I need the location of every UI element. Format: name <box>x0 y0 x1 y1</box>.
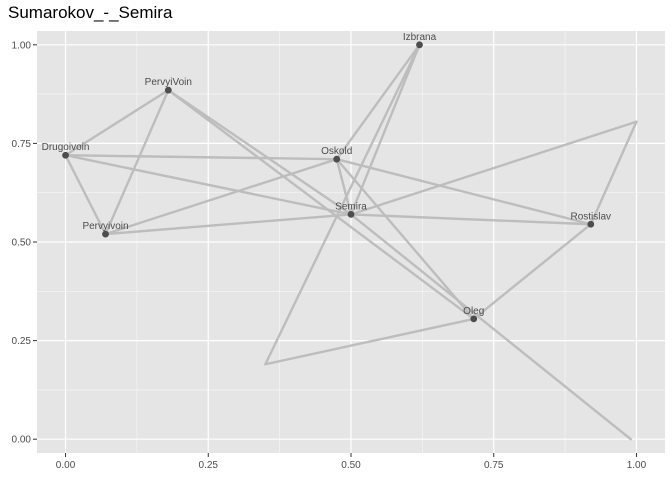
labels-layer: Izbrana PervyiVoin Drugoivoin Oskold Semira R… <box>42 32 611 317</box>
node-label-Drugoivoin: Drugoivoin <box>42 142 90 153</box>
x-tick-label: 1.00 <box>627 460 647 471</box>
node-Izbrana <box>416 41 423 49</box>
x-tick-label: 0.75 <box>484 460 504 471</box>
y-tick-label: 0.50 <box>12 238 32 249</box>
y-tick-label: 0.25 <box>12 336 32 347</box>
edge-PervyiVoin-Semira <box>167 88 353 216</box>
x-tick-label: 0.50 <box>341 460 361 471</box>
node-label-Semira: Semira <box>335 201 367 212</box>
node-label-PervyiVoin: PervyiVoin <box>145 77 192 88</box>
y-tick-label: 1.00 <box>12 40 32 51</box>
edge-Rostislav-p1 <box>589 120 638 226</box>
edge-p2-Oleg <box>264 317 475 366</box>
y-tick-label: 0.75 <box>12 139 32 150</box>
nodes-layer <box>62 41 595 323</box>
edge-Semira-Rostislav <box>349 213 592 226</box>
edge-Drugoivoin-Pervyivoin <box>64 154 107 236</box>
node-label-Oleg: Oleg <box>463 306 484 317</box>
edge-Drugoivoin-PervyiVoin <box>64 88 170 157</box>
x-tick-label: 0.25 <box>199 460 219 471</box>
edge-Drugoivoin-Oskold <box>64 154 338 161</box>
edge-Oskold-Oleg <box>335 157 475 321</box>
node-label-Oskold: Oskold <box>321 146 352 157</box>
node-Rostislav <box>587 220 595 228</box>
node-Pervyivoin <box>102 230 109 238</box>
node-label-Pervyivoin: Pervyivoin <box>82 221 128 232</box>
edge-Pervyivoin-Semira <box>104 213 353 236</box>
y-tick-label: 0.00 <box>12 435 32 446</box>
edge-Oskold-Izbrana <box>335 43 421 161</box>
edges-layer <box>64 43 638 441</box>
edge-Drugoivoin-Semira <box>64 154 353 216</box>
chart-title: Sumarokov_-_Semira <box>8 3 173 22</box>
edge-Semira-p1 <box>349 120 638 216</box>
x-axis: 0.00 0.25 0.50 0.75 1.00 <box>56 453 647 471</box>
node-Semira <box>347 210 355 218</box>
grid-major <box>37 31 665 453</box>
edge-Rostislav-Oleg <box>472 223 592 321</box>
edge-Oskold-Rostislav <box>335 157 592 226</box>
edge-Izbrana-Semira <box>349 43 421 216</box>
edge-PervyiVoin-Pervyivoin <box>104 88 170 236</box>
node-Oleg <box>470 315 478 323</box>
edge-Semira-p3 <box>349 213 632 441</box>
node-label-Izbrana: Izbrana <box>403 32 437 43</box>
edge-Pervyivoin-Oskold <box>104 157 338 236</box>
node-Oskold <box>333 155 341 163</box>
node-Drugoivoin <box>62 151 69 159</box>
y-axis: 0.00 0.25 0.50 0.75 1.00 <box>12 40 37 446</box>
edge-PervyiVoin-Oleg <box>167 88 475 321</box>
x-tick-label: 0.00 <box>56 460 76 471</box>
node-PervyiVoin <box>164 86 172 94</box>
edge-Oskold-Semira <box>335 157 353 216</box>
edge-Izbrana-p2 <box>264 43 421 366</box>
node-label-Rostislav: Rostislav <box>570 211 611 222</box>
